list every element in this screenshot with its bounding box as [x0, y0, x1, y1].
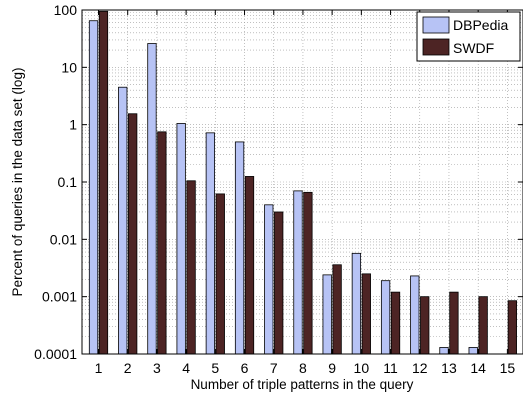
bar-swdf-14 [478, 296, 488, 355]
bar-swdf-9 [332, 264, 342, 355]
x-axis-title: Number of triple patterns in the query [191, 377, 414, 392]
bar-dbpedia-4 [176, 123, 186, 355]
bar-swdf-5 [215, 193, 225, 355]
x-tick-label: 7 [270, 360, 278, 376]
bar-swdf-11 [390, 291, 401, 355]
bar-dbpedia-6 [234, 141, 245, 355]
y-tick-label: 1 [69, 117, 77, 133]
bar-swdf-3 [157, 131, 167, 355]
x-tick-label: 8 [299, 360, 307, 376]
x-tick-label: 2 [124, 360, 132, 376]
bar-dbpedia-7 [264, 204, 274, 355]
grid-lines [82, 10, 523, 354]
y-tick-label: 10 [61, 59, 77, 75]
x-tick-label: 11 [383, 360, 398, 376]
bar-swdf-7 [274, 211, 284, 355]
legend-swatch-swdf [422, 38, 450, 56]
bar-dbpedia-13 [439, 347, 449, 355]
y-tick-label: 0.0001 [34, 346, 77, 362]
bar-swdf-13 [449, 291, 459, 355]
x-tick-label: 14 [470, 360, 486, 376]
axis-ticks [82, 10, 523, 354]
bar-dbpedia-8 [293, 190, 303, 355]
legend-label-swdf: SWDF [453, 40, 494, 56]
x-tick-label: 13 [441, 360, 457, 376]
y-tick-label: 0.01 [50, 231, 77, 247]
y-tick-label: 100 [54, 2, 78, 18]
x-tick-label: 4 [182, 360, 190, 376]
bar-dbpedia-2 [118, 86, 128, 355]
legend-swatch-dbpedia [422, 16, 450, 34]
bar-swdf-15 [507, 300, 517, 355]
legend: DBPedia SWDF [416, 11, 521, 62]
x-tick-label: 10 [354, 360, 370, 376]
bar-swdf-1 [98, 10, 109, 355]
bar-dbpedia-5 [205, 132, 215, 355]
bar-dbpedia-11 [380, 280, 391, 355]
x-tick-label: 6 [241, 360, 249, 376]
x-tick-label: 15 [500, 360, 516, 376]
x-tick-label: 12 [412, 360, 428, 376]
y-tick-label: 0.1 [58, 174, 78, 190]
x-tick-label: 3 [153, 360, 161, 376]
x-tick-labels: 1 2 3 4 5 6 7 8 9 10 11 12 13 14 15 [95, 360, 516, 376]
y-tick-labels: 0.0001 0.001 0.01 0.1 1 10 100 [34, 2, 77, 362]
bar-dbpedia-10 [351, 252, 362, 355]
y-tick-label: 0.001 [42, 289, 77, 305]
bar-dbpedia-12 [410, 275, 420, 355]
bar-swdf-8 [303, 191, 313, 355]
y-axis-title: Percent of queries in the data set (log) [10, 68, 25, 297]
x-tick-label: 9 [328, 360, 336, 376]
legend-label-dbpedia: DBPedia [453, 17, 508, 33]
x-tick-label: 5 [211, 360, 219, 376]
bar-swdf-12 [420, 296, 430, 355]
bar-dbpedia-3 [147, 43, 157, 355]
bar-dbpedia-1 [88, 20, 99, 355]
bar-dbpedia-14 [468, 347, 478, 355]
bar-swdf-2 [128, 113, 138, 355]
bar-swdf-4 [186, 180, 196, 355]
x-tick-label: 1 [95, 360, 103, 376]
bar-swdf-6 [244, 176, 255, 355]
bar-swdf-10 [361, 273, 371, 355]
bar-dbpedia-9 [322, 274, 332, 355]
